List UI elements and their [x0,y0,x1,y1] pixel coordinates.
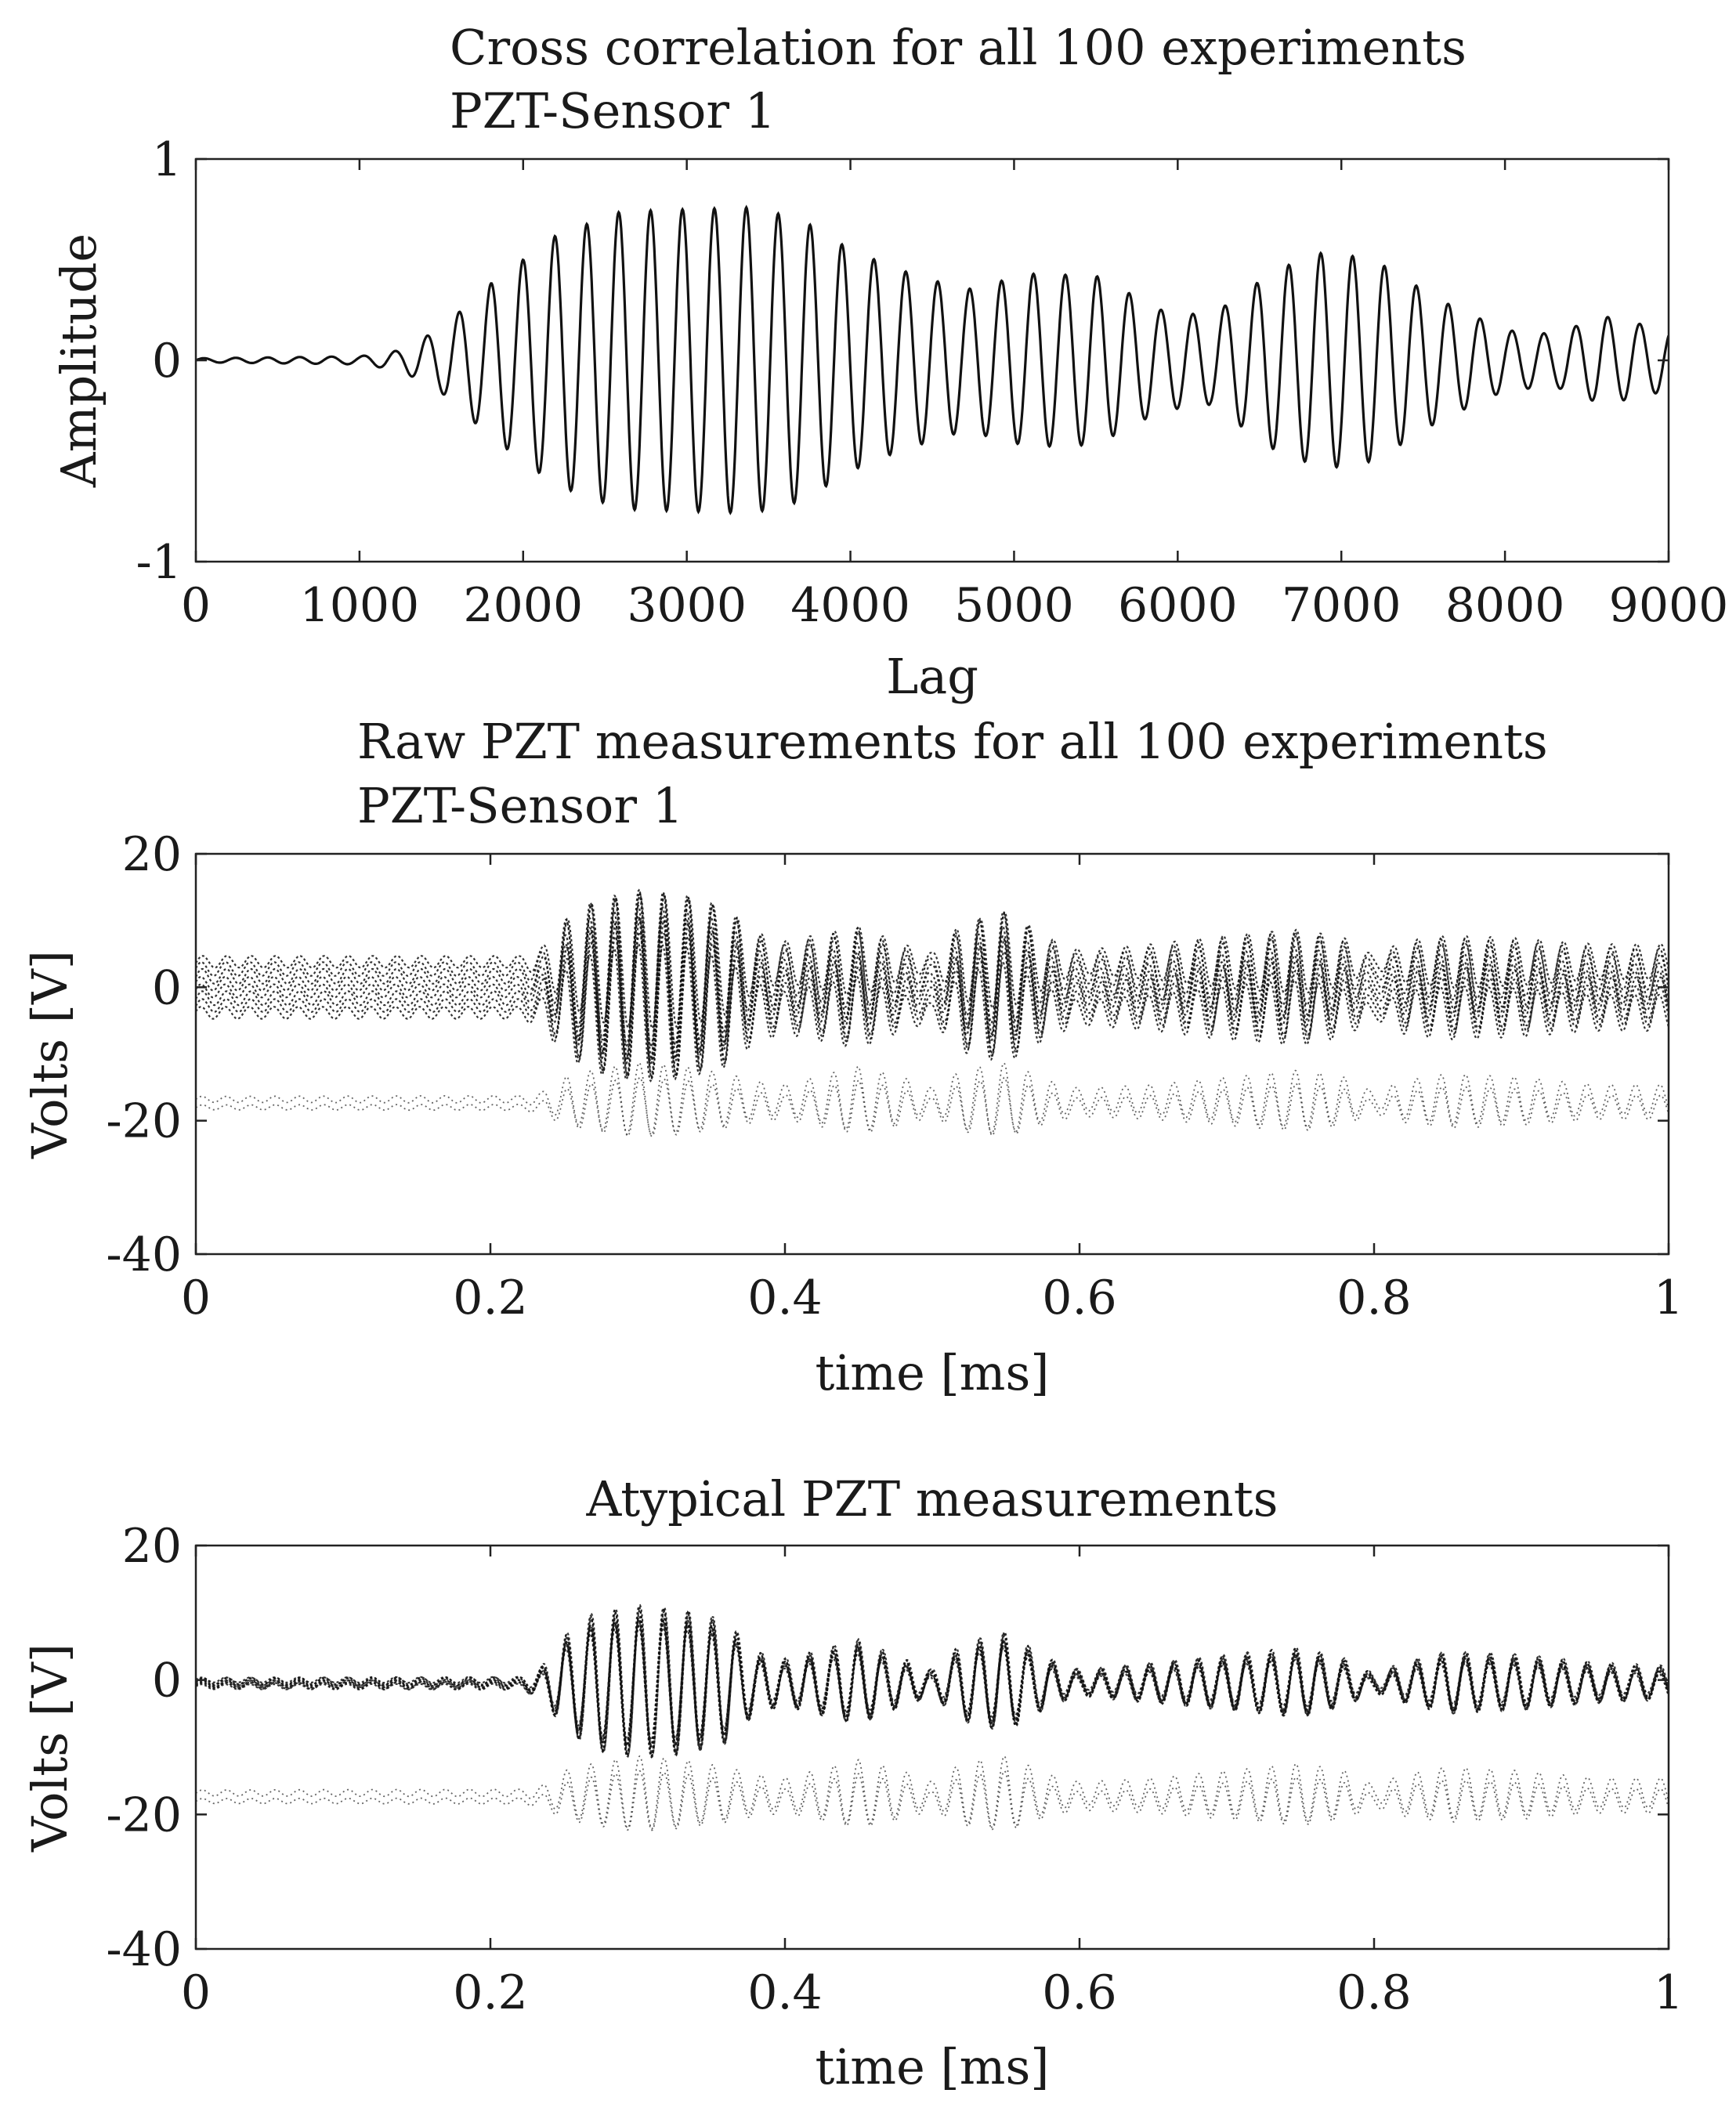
chart-2-xtick-label: 0.2 [453,1271,527,1325]
chart-3-series-2-trace [196,1755,1669,1830]
chart-2-axes-frame [194,852,1670,1256]
chart-2-ytick-label: -20 [106,1094,182,1149]
chart-1-ytick-label: 0 [152,334,182,389]
chart-2-series-1-trace [196,903,1669,1063]
chart-2-xtick-label: 1 [1654,1271,1684,1325]
chart-2-ylabel: Volts [V] [21,950,78,1159]
chart-3-series-1-trace [196,1618,1669,1746]
chart-3-axes-frame [194,1544,1670,1950]
chart-1-plot-area [196,204,1669,515]
chart-2-plot-area [196,888,1669,1137]
chart-1-xtick-label: 5000 [954,578,1074,633]
chart-3-series-1-trace [196,1618,1669,1742]
chart-1-xtick-label: 9000 [1609,578,1729,633]
chart-2-series-1-trace [196,914,1669,1067]
chart-1-ytick-label: 1 [152,132,182,187]
chart-1-title-line-2: PZT-Sensor 1 [450,82,776,139]
chart-2-title-line-2: PZT-Sensor 1 [357,777,683,834]
chart-2-ticks: 0 0.2 0.4 0.6 0.8 1 -40 -20 0 20 [106,827,1684,1325]
chart-cross-correlation: Cross correlation for all 100 experiment… [50,19,1728,705]
chart-2-xtick-label: 0.6 [1042,1271,1116,1325]
chart-3-ytick-label: 0 [152,1654,182,1708]
chart-3-ytick-label: -40 [106,1922,182,1977]
chart-raw-pzt: Raw PZT measurements for all 100 experim… [21,713,1684,1401]
chart-2-xtick-label: 0.8 [1336,1271,1411,1325]
chart-1-ytick-label: -1 [136,535,182,590]
chart-2-xtick-label: 0 [181,1271,211,1325]
chart-1-ticks: 0 1000 2000 3000 4000 5000 6000 7000 8000 9000-10… [136,132,1729,633]
chart-2-xtick-label: 0.4 [747,1271,822,1325]
chart-3-xtick-label: 0 [181,1965,211,2020]
chart-2-series-1-trace [196,892,1669,1030]
chart-3-series-1-trace [196,1608,1669,1759]
chart-1-xtick-label: 8000 [1445,578,1565,633]
chart-3-ytick-label: -20 [106,1788,182,1842]
chart-2-series-2-trace [196,1062,1669,1136]
chart-3-ytick-label: 20 [122,1519,182,1574]
chart-2-ytick-label: 20 [122,827,182,882]
chart-3-series-1-trace [196,1625,1669,1748]
chart-3-xtick-label: 0.8 [1336,1965,1411,2020]
chart-3-xtick-label: 0.2 [453,1965,527,2020]
chart-3-series-1-trace [196,1622,1669,1748]
chart-3-series-1-trace [196,1603,1669,1757]
chart-2-xlabel: time [ms] [816,1344,1050,1401]
chart-atypical-pzt: Atypical PZT measurements 0 0.2 0.4 0.6 0.8 1… [21,1470,1684,2095]
chart-1-xtick-label: 3000 [627,578,747,633]
chart-1-xtick-label: 7000 [1282,578,1401,633]
chart-2-ytick-label: 0 [152,960,182,1015]
chart-3-xtick-label: 0.6 [1042,1965,1116,2020]
chart-1-xtick-label: 2000 [463,578,583,633]
chart-3-ticks: 0 0.2 0.4 0.6 0.8 1 -40 -20 0 20 [106,1519,1684,2020]
chart-3-plot-area [196,1603,1669,1831]
chart-1-ylabel: Amplitude [50,233,107,488]
chart-3-ylabel: Volts [V] [21,1643,78,1853]
chart-3-series-2-trace [196,1770,1669,1831]
chart-1-axes-frame [194,157,1670,563]
chart-1-series-1-line [196,204,1669,515]
chart-1-xtick-label: 0 [181,578,211,633]
chart-2-series-1-trace [196,917,1669,1079]
chart-1-title-line-1: Cross correlation for all 100 experiment… [450,19,1467,76]
chart-1-xlabel: Lag [886,648,978,705]
chart-3-xtick-label: 1 [1654,1965,1684,2020]
chart-1-xtick-label: 4000 [790,578,910,633]
chart-2-title-line-1: Raw PZT measurements for all 100 experim… [357,713,1548,770]
chart-3-xtick-label: 0.4 [747,1965,822,2020]
chart-3-xlabel: time [ms] [816,2038,1050,2095]
chart-1-xtick-label: 6000 [1118,578,1238,633]
chart-1-xtick-label: 1000 [300,578,420,633]
chart-3-title-line-1: Atypical PZT measurements [586,1470,1278,1528]
chart-2-ytick-label: -40 [106,1227,182,1282]
chart-2-series-1-trace [196,890,1669,1062]
chart-2-series-1-trace [196,888,1669,1048]
chart-2-series-2-trace [196,1076,1669,1137]
chart-2-series-1-trace [196,942,1669,1083]
